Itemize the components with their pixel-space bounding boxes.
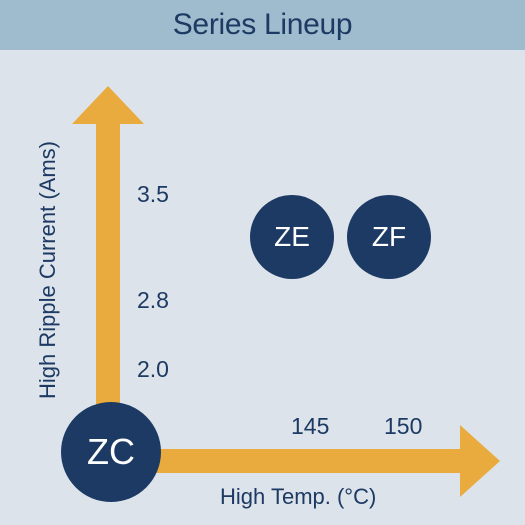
y-tick-2-0: 2.0 <box>137 356 169 382</box>
series-badge-zf: ZF <box>347 195 431 279</box>
y-axis-label: High Ripple Current (Ams) <box>35 141 60 399</box>
series-badge-ze-label: ZE <box>274 221 310 252</box>
page-title: Series Lineup <box>172 8 353 41</box>
y-tick-2-8: 2.8 <box>137 287 169 313</box>
header-bar: Series Lineup <box>0 0 525 50</box>
series-badge-zc: ZC <box>61 402 161 502</box>
series-badge-ze: ZE <box>250 195 334 279</box>
y-tick-3-5: 3.5 <box>137 181 169 207</box>
y-axis-arrow-shaft <box>96 118 120 450</box>
x-tick-145: 145 <box>291 413 330 439</box>
y-axis-arrowhead <box>72 86 144 124</box>
x-axis-label: High Temp. (°C) <box>220 484 377 509</box>
x-axis-arrow-shaft <box>110 449 470 473</box>
series-badge-zf-label: ZF <box>371 221 407 252</box>
series-badge-zc-label: ZC <box>87 431 135 472</box>
x-axis-arrowhead <box>460 425 500 497</box>
x-tick-150: 150 <box>384 413 423 439</box>
